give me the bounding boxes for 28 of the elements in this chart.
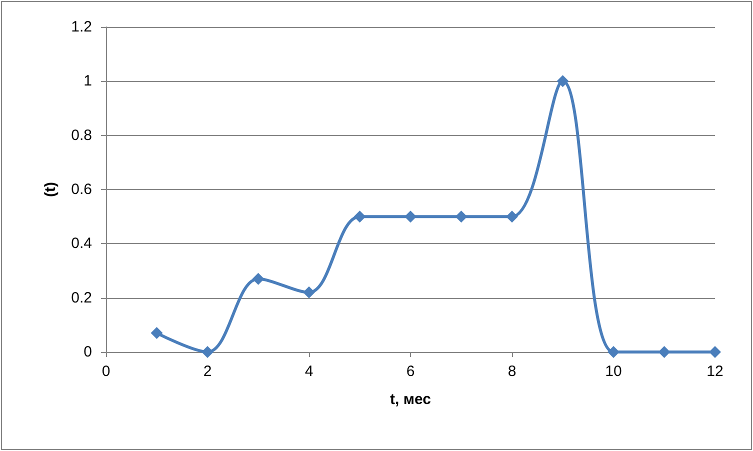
x-tick-label: 12: [706, 363, 724, 380]
x-axis-title: t, мес: [390, 391, 431, 408]
x-tick-label: 2: [203, 363, 212, 380]
x-tick-label: 0: [102, 363, 110, 380]
point: [252, 272, 264, 285]
y-tick-label: 0.4: [71, 235, 92, 252]
point: [455, 210, 468, 223]
point: [506, 210, 518, 223]
point: [404, 210, 416, 223]
point: [303, 286, 315, 298]
point: [150, 327, 163, 340]
y-tick-label: 1.2: [71, 18, 92, 36]
y-tick-label: 0.6: [71, 181, 92, 198]
point: [608, 346, 620, 358]
point: [709, 346, 721, 358]
x-tick-label: 6: [406, 363, 415, 380]
y-tick-label: 0.8: [71, 126, 92, 144]
y-tick-label: 0: [84, 344, 92, 360]
y-tick-label: 0.2: [71, 289, 92, 306]
x-tick-label: 8: [508, 363, 516, 380]
x-tick-label: 10: [605, 363, 622, 380]
y-axis-title: (t): [42, 182, 59, 197]
point: [658, 346, 670, 358]
y-tick-label: 1: [84, 72, 92, 90]
point: [354, 210, 366, 223]
point: [556, 75, 569, 88]
x-tick-label: 4: [304, 363, 314, 380]
point: [202, 346, 214, 358]
